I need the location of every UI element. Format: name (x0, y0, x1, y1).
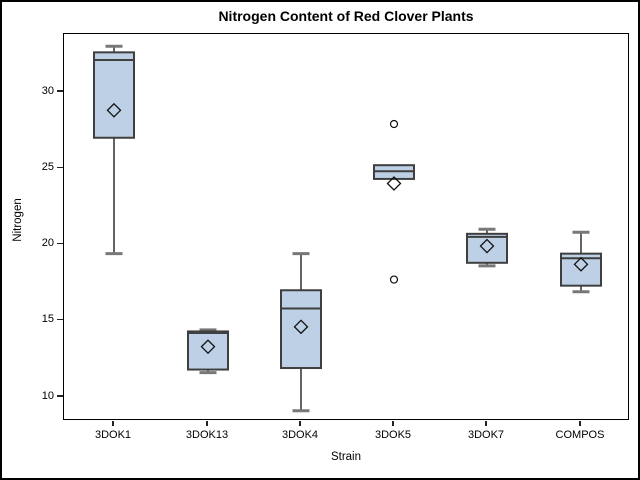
mean-diamond (386, 176, 402, 191)
y-tick-label: 10 (41, 389, 54, 402)
x-tick-mark (485, 421, 487, 426)
y-axis-label: Nitrogen (12, 198, 24, 242)
x-tick-mark (206, 421, 208, 426)
outlier-point (389, 275, 399, 284)
box-3DOK7 (466, 232, 508, 264)
box-3DOK4 (280, 289, 322, 370)
y-tick-mark (57, 166, 63, 168)
mean-diamond (106, 102, 122, 118)
y-tick-label: 20 (41, 237, 54, 249)
outlier-point (389, 119, 399, 129)
y-tick-mark (57, 90, 63, 92)
y-tick-label: 15 (41, 313, 54, 326)
x-tick-mark (299, 421, 301, 426)
mean-diamond (200, 339, 216, 355)
y-tick-label: 25 (41, 160, 54, 173)
x-tick-label: 3DOK13 (185, 429, 229, 441)
mean-diamond (573, 256, 589, 272)
x-tick-label: 3DOK5 (374, 429, 412, 441)
x-tick-mark (392, 421, 394, 426)
y-tick-mark (57, 319, 63, 321)
y-tick-label: 30 (41, 84, 54, 97)
x-tick-label: COMPOS (555, 429, 605, 441)
x-tick-mark (112, 421, 114, 426)
x-tick-label: 3DOK1 (94, 429, 132, 441)
plot-area (63, 33, 629, 420)
mean-diamond (479, 238, 495, 254)
mean-diamond (293, 319, 309, 335)
chart-title: Nitrogen Content of Red Clover Plants (218, 8, 474, 24)
x-tick-label: 3DOK4 (281, 429, 319, 441)
boxplot-canvas (93, 44, 602, 413)
x-tick-mark (579, 421, 581, 426)
box-3DOK1 (93, 51, 135, 139)
y-tick-mark (57, 395, 63, 397)
box-3DOK13 (187, 330, 229, 371)
x-axis-label: Strain (330, 451, 362, 463)
y-tick-mark (57, 242, 63, 245)
x-tick-label: 3DOK7 (467, 429, 505, 441)
